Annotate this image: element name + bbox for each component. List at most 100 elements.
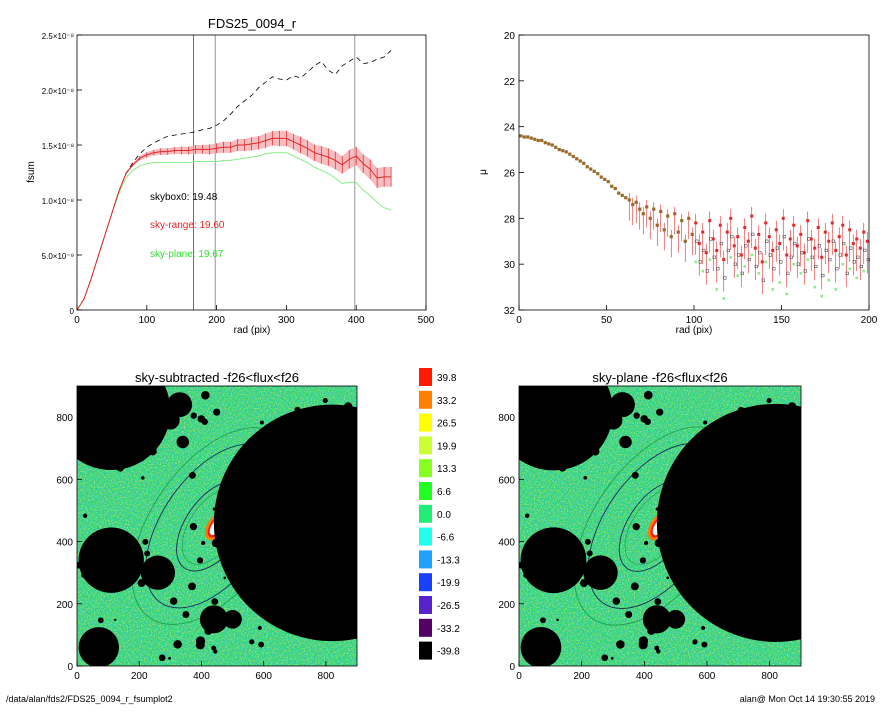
mask-dot (639, 557, 647, 564)
y-tick-label: 800 (56, 413, 73, 424)
mask-dot (685, 549, 693, 558)
data-point (620, 193, 624, 198)
colorbar-swatch (419, 596, 432, 614)
data-point (844, 253, 848, 257)
data-point-skyplane (729, 255, 733, 259)
mask-dot (625, 610, 633, 619)
mask-dot (722, 566, 732, 576)
annotation-sky-plane: sky-plane: 19.67 (150, 249, 224, 260)
data-point (568, 152, 572, 156)
mask-dot (173, 640, 182, 649)
x-tick-label: 400 (636, 671, 653, 682)
y-tick-label: 2.5×10⁻⁸ (42, 32, 74, 41)
footer-timestamp: alan@ Mon Oct 14 19:30:55 2019 (739, 694, 875, 704)
mask-dot (647, 626, 656, 635)
y-tick-label: 30 (504, 260, 516, 271)
mask-dot (144, 550, 151, 557)
mask-dot (724, 535, 732, 542)
data-point-skybox (838, 253, 842, 257)
x-tick-label: 300 (278, 315, 295, 326)
colorbar-label: 13.3 (437, 464, 457, 475)
mask-dot (794, 484, 801, 493)
data-point (547, 142, 551, 146)
mask-dot (307, 428, 312, 432)
data-point (564, 150, 568, 154)
mask-dot (750, 613, 756, 619)
mask-dot (558, 464, 567, 472)
mask-dot (737, 406, 745, 413)
mask-dot (580, 555, 584, 559)
data-point-skyplane (715, 288, 719, 291)
mask-dot (666, 576, 670, 580)
data-point (774, 228, 778, 232)
data-point (788, 237, 792, 241)
y-tick-label: 600 (56, 475, 73, 486)
mask-dot (703, 420, 708, 425)
data-point-skybox (863, 248, 867, 252)
data-point (624, 196, 628, 200)
data-point (631, 202, 635, 207)
colorbar-swatch (419, 550, 432, 569)
data-point (757, 232, 761, 236)
data-point-skybox (761, 278, 765, 282)
data-point-skyplane (757, 272, 761, 275)
data-point-skybox (744, 244, 748, 248)
mask-dot (290, 565, 296, 570)
data-point-skybox (723, 276, 727, 280)
mask-dot (279, 566, 289, 576)
plot-frame (518, 34, 870, 311)
x-tick-label: 800 (318, 671, 335, 682)
mask-dot (766, 532, 771, 537)
data-point-skyplane (750, 253, 754, 257)
mask-circle (583, 555, 618, 590)
mask-dot (213, 408, 221, 416)
mask-circle (223, 610, 242, 629)
data-point (606, 180, 610, 184)
data-point-skybox (772, 267, 776, 271)
data-point (603, 177, 607, 181)
data-point (830, 221, 834, 225)
y-tick-label: 24 (504, 123, 516, 134)
data-point-skyplane (792, 262, 796, 266)
data-point-skybox (835, 267, 839, 271)
mask-dot (788, 520, 791, 524)
data-point (638, 207, 642, 211)
data-point (561, 149, 565, 153)
mask-dot (263, 585, 267, 590)
data-point-skybox (740, 271, 744, 275)
x-tick-label: 400 (348, 315, 365, 326)
x-tick-label: 600 (699, 671, 716, 682)
data-point (809, 237, 813, 241)
mask-circle (78, 527, 144, 593)
data-point (645, 205, 649, 209)
mask-dot (328, 495, 334, 501)
data-point-skyplane (694, 260, 698, 264)
data-point (725, 230, 729, 234)
sky-subtracted-image: sky-subtracted -f26<flux<f26 0 200 400 600 8… (56, 370, 358, 682)
data-point (526, 135, 530, 139)
colorbar-swatch (419, 504, 432, 523)
data-point-skyplane (806, 258, 810, 261)
data-point-skybox (856, 255, 860, 259)
mask-dot (158, 654, 166, 662)
data-point (617, 191, 621, 195)
mask-dot (550, 457, 560, 467)
mask-dot (706, 585, 711, 590)
data-point-skybox (705, 269, 709, 273)
colorbar-label: 39.8 (437, 373, 457, 384)
mask-dot (201, 390, 210, 400)
data-series (519, 134, 870, 300)
data-point (781, 216, 785, 220)
colorbar-label: -26.5 (437, 601, 460, 612)
mask-dot (88, 559, 95, 566)
data-point (827, 239, 831, 243)
mask-dot (322, 398, 328, 404)
data-point (540, 138, 544, 143)
data-point (641, 212, 645, 216)
colorbar-label: -6.6 (437, 533, 455, 544)
mask-dot (108, 457, 117, 467)
mask-dot (137, 579, 146, 588)
data-point-skybox (758, 251, 762, 255)
mask-dot (528, 398, 538, 408)
mask-dot (616, 640, 625, 649)
